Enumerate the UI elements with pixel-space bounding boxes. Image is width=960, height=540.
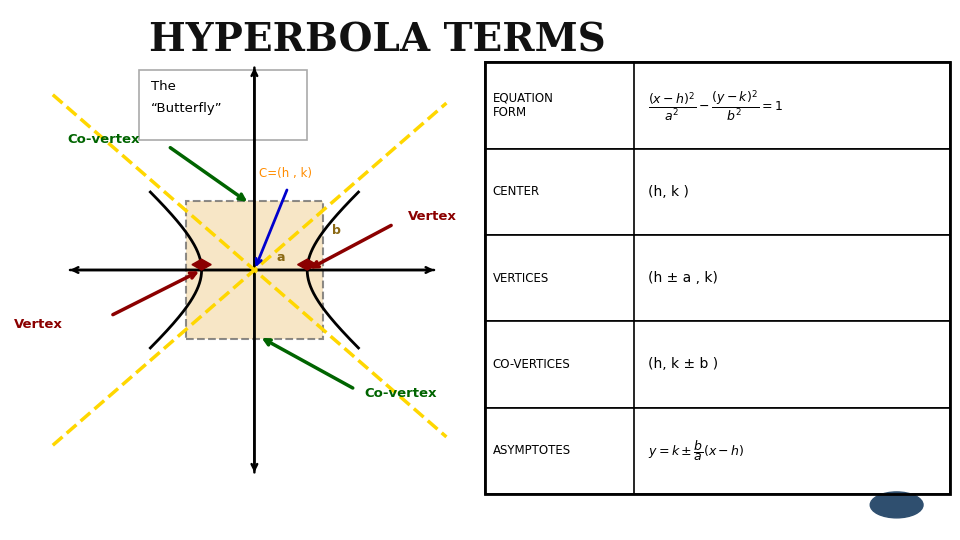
Text: HYPERBOLA TERMS: HYPERBOLA TERMS: [149, 22, 606, 59]
Text: EQUATION
FORM: EQUATION FORM: [492, 91, 553, 119]
Text: $y = k \pm \dfrac{b}{a}(x-h)$: $y = k \pm \dfrac{b}{a}(x-h)$: [648, 438, 745, 463]
Text: The: The: [151, 80, 176, 93]
Text: (h ± a , k): (h ± a , k): [648, 271, 718, 285]
Text: CO-VERTICES: CO-VERTICES: [492, 358, 570, 371]
Text: Vertex: Vertex: [14, 318, 62, 330]
Bar: [485, 235, 950, 321]
Polygon shape: [192, 259, 211, 270]
Text: Co-vertex: Co-vertex: [67, 133, 140, 146]
Text: ASYMPTOTES: ASYMPTOTES: [492, 444, 570, 457]
Bar: [485, 62, 950, 494]
Text: (h, k ): (h, k ): [648, 185, 689, 199]
Bar: [485, 408, 950, 494]
Text: a: a: [276, 251, 285, 264]
Bar: [185, 201, 323, 339]
Text: (h, k ± b ): (h, k ± b ): [648, 357, 718, 372]
Text: CENTER: CENTER: [492, 185, 540, 198]
Bar: [485, 62, 950, 149]
Bar: [485, 321, 950, 408]
Polygon shape: [298, 259, 317, 270]
Text: C=(h , k): C=(h , k): [259, 167, 312, 180]
Text: Vertex: Vertex: [408, 210, 457, 222]
Ellipse shape: [871, 492, 924, 518]
Text: Co-vertex: Co-vertex: [365, 387, 438, 401]
Text: VERTICES: VERTICES: [492, 272, 549, 285]
Text: b: b: [332, 225, 341, 238]
Bar: [485, 148, 950, 235]
Text: “Butterfly”: “Butterfly”: [151, 102, 223, 114]
Bar: [139, 70, 307, 140]
Text: $\dfrac{(x-h)^2}{a^2} - \dfrac{(y-k)^2}{b^2} = 1$: $\dfrac{(x-h)^2}{a^2} - \dfrac{(y-k)^2}{…: [648, 88, 782, 123]
